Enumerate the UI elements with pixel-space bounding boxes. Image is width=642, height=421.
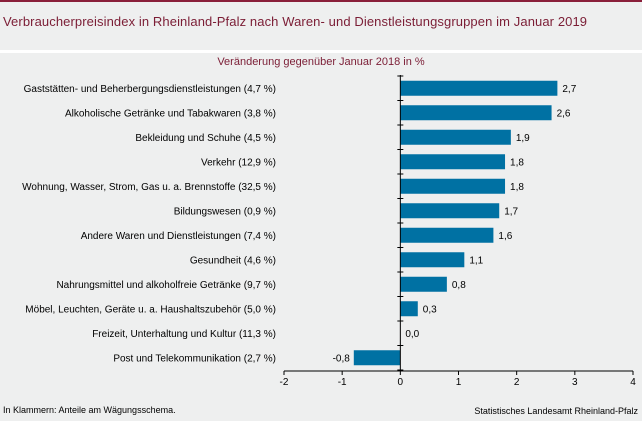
bar xyxy=(400,178,506,194)
data-label: 0,0 xyxy=(405,329,419,340)
x-tick-label: 3 xyxy=(572,377,578,388)
chart-subtitle: Veränderung gegenüber Januar 2018 in % xyxy=(217,56,425,68)
category-label: Möbel, Leuchten, Geräte u. a. Haushaltsz… xyxy=(25,304,276,315)
bar xyxy=(400,301,418,317)
top-accent-bar xyxy=(0,0,642,2)
bar xyxy=(400,276,447,292)
footnote: In Klammern: Anteile am Wägungsschema. xyxy=(3,405,176,415)
bar xyxy=(353,350,401,366)
data-label: 2,6 xyxy=(557,108,571,119)
data-label: 1,9 xyxy=(516,133,530,144)
bar xyxy=(400,203,500,219)
x-tick-label: 4 xyxy=(630,377,636,388)
x-tick-label: -2 xyxy=(280,377,289,388)
header-separator xyxy=(0,50,642,53)
data-label: 0,3 xyxy=(423,304,437,315)
x-tick-label: 2 xyxy=(514,377,520,388)
category-label: Freizeit, Unterhaltung und Kultur (11,3 … xyxy=(92,329,276,340)
source-note: Statistisches Landesamt Rheinland-Pfalz xyxy=(474,406,638,416)
bar xyxy=(400,227,494,243)
bar xyxy=(400,129,511,145)
bar xyxy=(400,105,552,121)
category-label: Alkoholische Getränke und Tabakwaren (3,… xyxy=(65,108,276,119)
category-label: Bildungswesen (0,9 %) xyxy=(174,206,276,217)
bar xyxy=(400,252,465,268)
data-label: 1,6 xyxy=(498,231,512,242)
category-label: Verkehr (12,9 %) xyxy=(201,157,276,168)
category-label: Andere Waren und Dienstleistungen (7,4 %… xyxy=(81,231,276,242)
data-label: 0,8 xyxy=(452,280,466,291)
bar xyxy=(400,80,558,96)
category-label: Wohnung, Wasser, Strom, Gas u. a. Brenns… xyxy=(22,182,276,193)
category-label: Nahrungsmittel und alkoholfreie Getränke… xyxy=(56,280,276,291)
data-label: 2,7 xyxy=(562,84,576,95)
x-tick-label: -1 xyxy=(338,377,347,388)
chart-title: Verbraucherpreisindex in Rheinland-Pfalz… xyxy=(3,14,588,29)
category-label: Post und Telekommunikation (2,7 %) xyxy=(113,353,276,364)
x-tick-label: 0 xyxy=(398,377,404,388)
category-label: Gesundheit (4,6 %) xyxy=(190,255,276,266)
bar xyxy=(400,154,506,170)
category-label: Bekleidung und Schuhe (4,5 %) xyxy=(135,133,276,144)
x-tick-label: 1 xyxy=(456,377,462,388)
data-label: 1,1 xyxy=(469,255,483,266)
data-label: 1,8 xyxy=(510,182,524,193)
data-label: -0,8 xyxy=(333,353,351,364)
data-label: 1,7 xyxy=(504,206,518,217)
data-label: 1,8 xyxy=(510,157,524,168)
category-label: Gaststätten- und Beherbergungsdienstleis… xyxy=(24,84,276,95)
